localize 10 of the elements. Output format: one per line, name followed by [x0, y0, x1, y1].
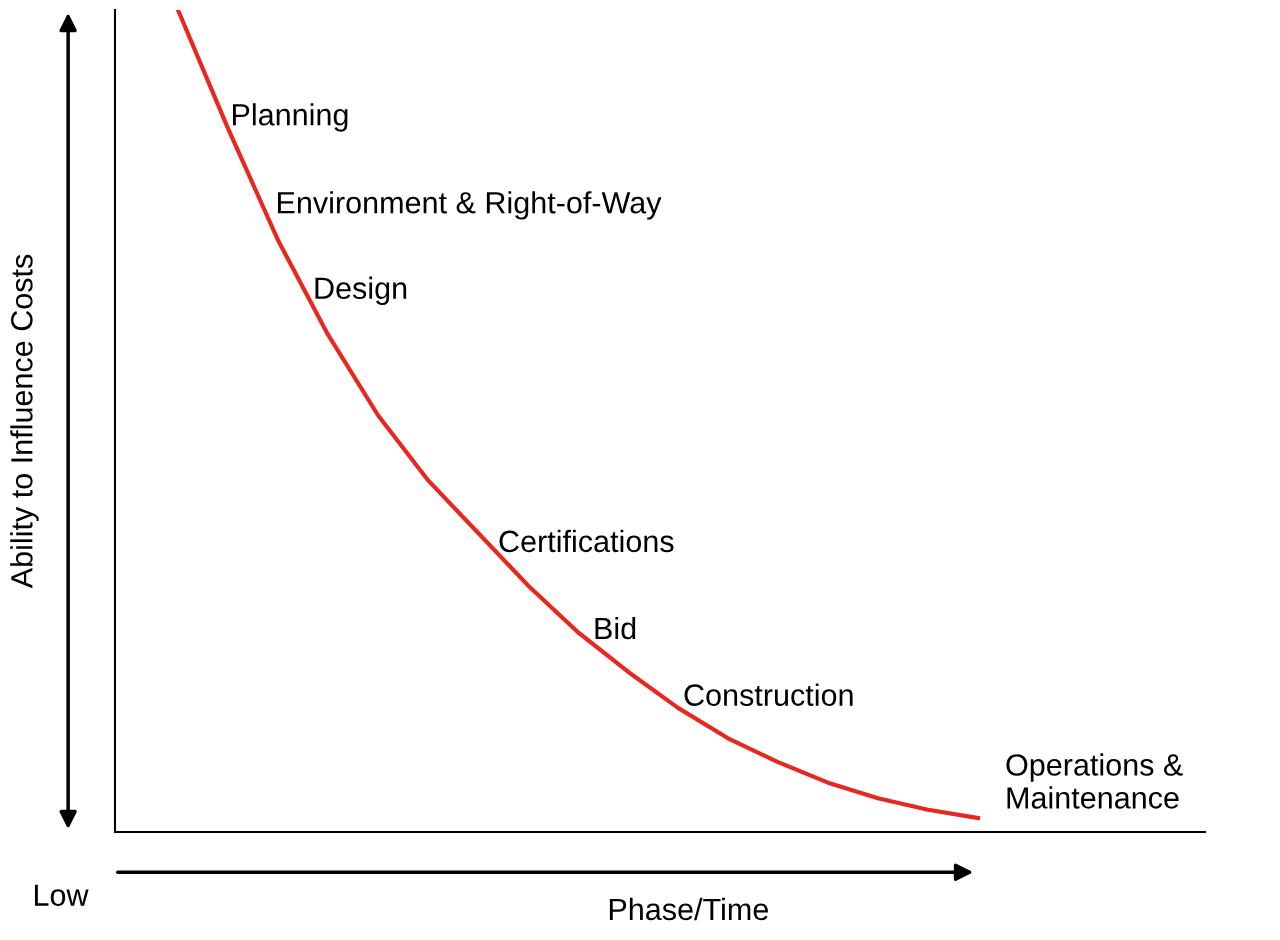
annotation: Bid [595, 616, 636, 640]
annotation: Design [315, 276, 407, 306]
text: Operations & Maintenance [1006, 753, 1183, 809]
annotation: Planning [233, 103, 348, 132]
annotation: Construction [684, 683, 853, 706]
annotation: Certifications [499, 529, 674, 553]
x-axis-title: Phase/Time [609, 897, 768, 921]
annotation: Environment & Right-of-Way [278, 191, 662, 220]
y-axis-title: Ability to Influence Costs [10, 254, 39, 589]
text: Low [34, 884, 89, 906]
